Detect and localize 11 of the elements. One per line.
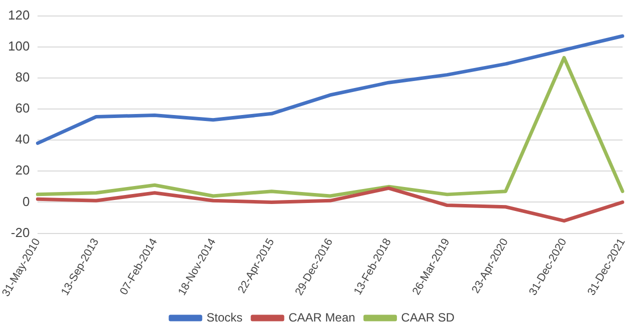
legend-label: Stocks [206,310,242,324]
legend-label: CAAR SD [401,310,455,324]
y-tick-label: -20 [10,224,30,240]
y-tick-label: 20 [15,162,30,178]
y-tick-label: 40 [15,132,30,147]
y-tick-label: 100 [8,38,30,54]
y-tick-label: 80 [15,70,30,85]
y-tick-label: 60 [15,100,30,116]
legend-label: CAAR Mean [288,310,356,324]
y-tick-label: 120 [8,7,30,22]
y-tick-label: 0 [22,194,30,209]
